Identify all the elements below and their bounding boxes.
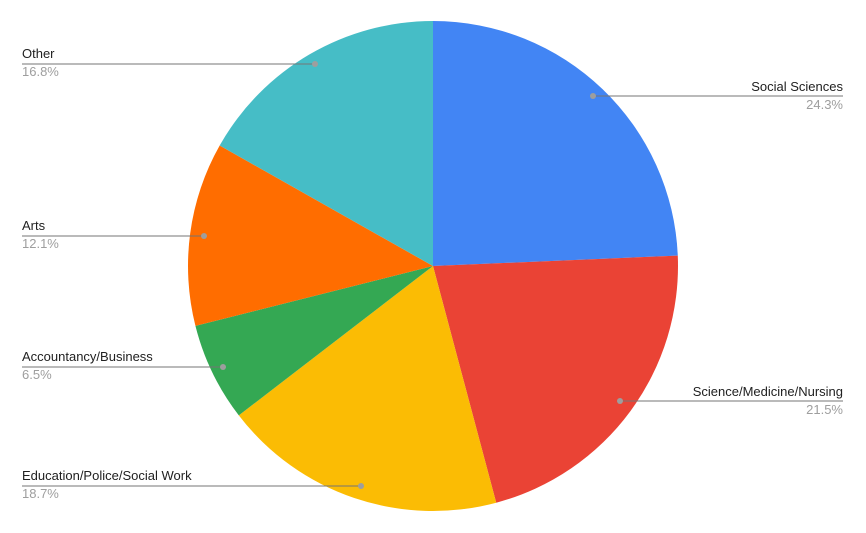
- slice-percent: 18.7%: [22, 486, 59, 501]
- slice-label-arts: Arts 12.1%: [22, 217, 59, 251]
- pie-slice-other[interactable]: [219, 21, 433, 266]
- leader-lines: [22, 61, 843, 489]
- slice-percent: 21.5%: [806, 402, 843, 417]
- leader-dot-education: [358, 483, 364, 489]
- slice-percent: 24.3%: [806, 97, 843, 112]
- pie-slice-arts[interactable]: [188, 145, 433, 326]
- leader-dot-science: [617, 398, 623, 404]
- pie-slices: [188, 21, 679, 511]
- pie-slice-accountancy-business[interactable]: [195, 266, 433, 416]
- slice-name: Arts: [22, 218, 46, 233]
- slice-label-education-police-social-work: Education/Police/Social Work 18.7%: [22, 467, 192, 501]
- slice-percent: 12.1%: [22, 236, 59, 251]
- leader-dot-arts: [201, 233, 207, 239]
- slice-name: Accountancy/Business: [22, 349, 153, 364]
- slice-name: Other: [22, 46, 55, 61]
- slice-name: Social Sciences: [751, 79, 843, 94]
- pie-slice-education-police-social-work[interactable]: [238, 266, 497, 511]
- leader-dot-other: [312, 61, 318, 67]
- slice-percent: 6.5%: [22, 367, 52, 382]
- slice-label-science-medicine-nursing: Science/Medicine/Nursing 21.5%: [693, 383, 843, 417]
- slice-percent: 16.8%: [22, 64, 59, 79]
- leader-dot-social: [590, 93, 596, 99]
- slice-label-social-sciences: Social Sciences 24.3%: [751, 78, 843, 112]
- slice-label-other: Other 16.8%: [22, 45, 59, 79]
- pie-slice-science-medicine-nursing[interactable]: [433, 255, 679, 503]
- slice-name: Science/Medicine/Nursing: [692, 384, 843, 399]
- pie-slice-social-sciences[interactable]: [433, 21, 678, 266]
- slice-name: Education/Police/Social Work: [22, 468, 192, 483]
- slice-label-accountancy-business: Accountancy/Business 6.5%: [22, 348, 153, 382]
- leader-dot-accountancy: [220, 364, 226, 370]
